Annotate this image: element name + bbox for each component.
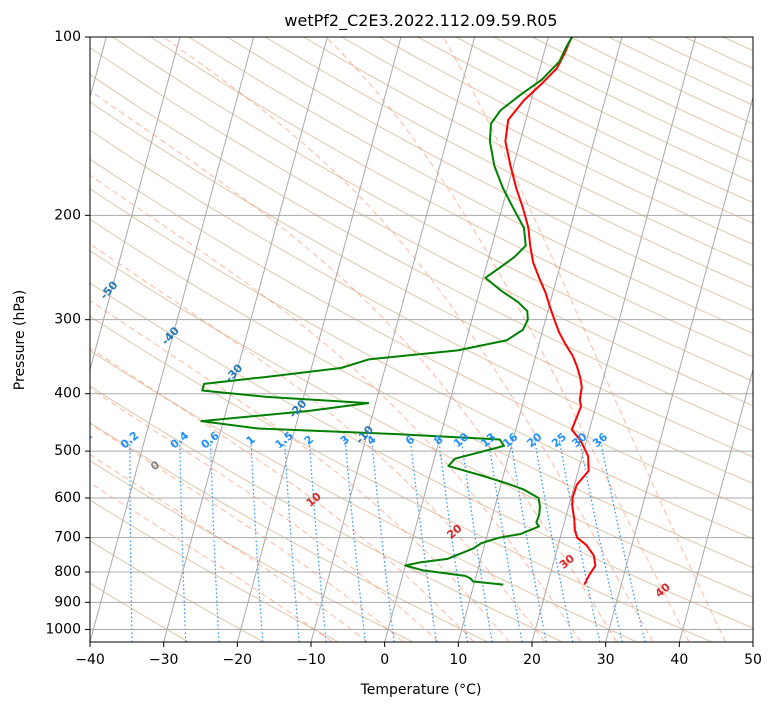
mixing-ratio-line [308,440,327,642]
mixing-ratio-line [344,440,366,642]
isotherm [90,37,255,642]
moist-adiabat [325,37,690,642]
mixing-ratio-line [409,440,438,642]
plot-area: -100-90-80-70-60-50-40-30-20-10 0.10.20.… [71,37,753,642]
x-tick-label: 10 [449,652,467,668]
mixing-ratio-line [129,440,133,642]
dry-adiabat [90,385,563,642]
moist-adiabat [90,174,582,642]
dry-adiabat [90,158,753,512]
plot-frame [89,36,754,643]
y-tick-label: 200 [54,207,81,223]
moist-adiabats [90,37,727,642]
dry-adiabat [226,37,753,312]
moist-adiabat [90,347,475,642]
dry-adiabat [150,37,753,358]
mixing-ratio-line [579,440,623,642]
isotherms [90,37,753,642]
isotherm [310,37,476,642]
mixing-ratio-line [438,440,469,642]
dry-adiabat [90,73,753,432]
x-tick-label: −30 [149,652,179,668]
y-tick-label: 600 [54,490,81,506]
dry-adiabat [90,129,753,485]
y-tick-label: 900 [54,594,81,610]
dry-adiabat [112,37,753,382]
chart-title: wetPf2_C2E3.2022.112.09.59.R05 [284,11,557,31]
y-tick-label: 1000 [45,621,81,637]
x-tick-label: 0 [380,652,389,668]
dry-adiabat [90,540,264,642]
mixing-ratio-line [558,440,601,642]
mixing-ratio-line [534,440,574,642]
moist-adiabat [90,482,333,642]
mixing-ratio-line [250,440,264,642]
y-tick-label: 800 [54,564,81,580]
dry-adiabat [90,188,753,540]
isotherm [90,37,181,372]
moist-adiabat [90,422,404,642]
x-tick-label: 30 [597,652,615,668]
dry-adiabat [90,101,753,458]
series-layer [200,37,597,586]
y-tick-label: 300 [54,312,81,328]
moist-adiabat [90,454,368,642]
x-tick-label: 20 [523,652,541,668]
dry-adiabat [90,282,753,629]
dry-adiabat [90,350,638,642]
dry-adiabat [264,37,753,289]
dry-adiabat [188,37,753,334]
dry-adiabat [90,315,712,642]
x-tick-label: −40 [75,652,105,668]
mixing-ratio-line [488,440,523,642]
moist-adiabat [162,37,654,642]
dry-adiabat [90,582,190,642]
y-tick-label: 400 [54,386,81,402]
moist-adiabat [90,243,546,642]
dry-adiabat [90,422,488,642]
x-tick-label: −10 [296,652,326,668]
isobars [90,37,753,630]
y-axis: 100 200 300 400 500 600 700 800 900 1000 [45,29,90,637]
isotherm [531,37,697,642]
mixing-ratio-line [283,440,300,642]
isotherm [163,37,328,642]
dry-adiabat [90,499,339,642]
x-axis-title: Temperature (°C) [360,682,482,698]
dry-adiabat [90,250,753,598]
moist-adiabat [90,387,439,642]
dry-adiabat [90,47,753,407]
isotherm [605,95,753,642]
dewpoint-profile [200,37,573,586]
y-tick-label: 700 [54,530,81,546]
y-axis-title: Pressure (hPa) [12,290,28,390]
mixing-ratio-line [179,440,187,642]
x-tick-label: 40 [670,652,688,668]
x-tick-label: 50 [744,652,762,668]
isotherm [384,37,549,642]
moist-adiabat [442,37,727,642]
mixing-ratio-line [599,440,646,642]
x-axis: −40 −30 −20 −10 0 10 20 30 40 50 [75,642,762,668]
y-tick-label: 500 [54,443,81,459]
mixing-ratio-line [460,440,493,642]
isotherm [236,37,402,642]
temperature-profile [504,37,597,586]
x-tick-label: −20 [223,652,253,668]
mixing-ratio-label: 0.1 [71,429,94,451]
y-tick-label: 100 [54,29,81,45]
mixing-ratio-line [209,440,220,642]
isotherm [678,367,753,642]
